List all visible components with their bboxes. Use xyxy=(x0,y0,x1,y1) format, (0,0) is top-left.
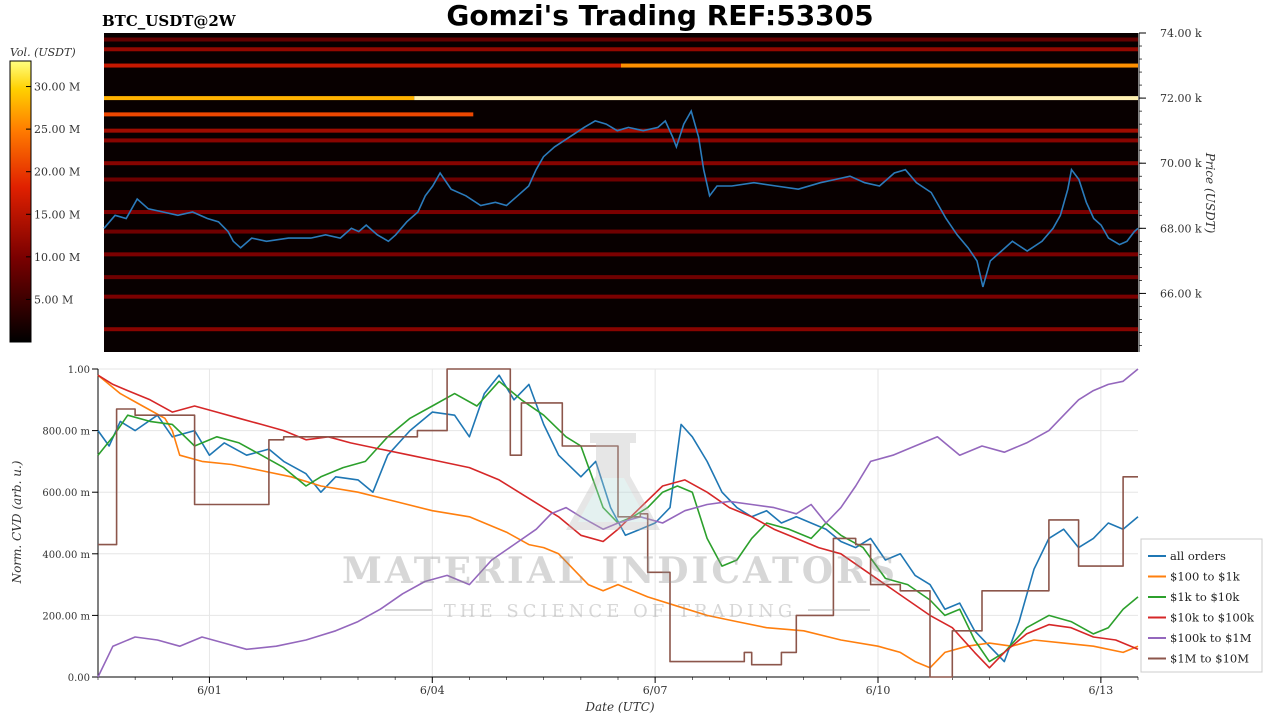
heatmap-panel xyxy=(103,33,1139,352)
heatmap-level-10 xyxy=(104,37,1138,42)
price-tick-label: 72.00 k xyxy=(1160,92,1202,105)
heatmap-level-11 xyxy=(104,210,1138,215)
heatmap-level-9 xyxy=(104,47,1138,52)
legend-label-2: $1k to $10k xyxy=(1170,590,1240,604)
heatmap-level-14 xyxy=(104,275,1138,280)
price-line xyxy=(103,109,1139,288)
legend: all orders $100 to $1k $1k to $10k $10k to … xyxy=(1140,538,1263,673)
page-title: Gomzi's Trading REF:53305 xyxy=(446,0,873,32)
legend-box xyxy=(1140,538,1263,673)
watermark-main: MATERIAL INDICATORS xyxy=(342,550,898,592)
heatmap-level-13 xyxy=(104,252,1138,257)
legend-label-0: all orders xyxy=(1170,549,1226,563)
price-tick-label: 70.00 k xyxy=(1160,157,1202,170)
cvd-y-tick-label: 400.00 m xyxy=(42,550,90,561)
watermark-sub: THE SCIENCE OF TRADING xyxy=(444,601,797,622)
legend-label-4: $100k to $1M xyxy=(1170,631,1252,645)
colorbar-label: Vol. (USDT) xyxy=(10,46,76,59)
price-tick-label: 74.00 k xyxy=(1160,27,1202,40)
heatmap-level-12 xyxy=(104,229,1138,234)
watermark-flask-icon xyxy=(566,433,660,530)
heatmap-level-16 xyxy=(104,327,1138,332)
colorbar-tick-label: 10.00 M xyxy=(34,251,80,264)
cvd-x-tick-label: 6/13 xyxy=(1089,684,1114,697)
cvd-y-tick-label: 600.00 m xyxy=(42,488,90,499)
price-axis: 74.00 k 72.00 k 70.00 k 68.00 k 66.00 k xyxy=(1138,27,1202,352)
heatmap-level-0 xyxy=(104,96,415,101)
cvd-series-4 xyxy=(97,368,1139,678)
cvd-x-tick-label: 6/04 xyxy=(420,684,445,697)
legend-label-1: $100 to $1k xyxy=(1170,570,1241,584)
symbol-label: BTC_USDT@2W xyxy=(102,12,237,30)
cvd-series-3 xyxy=(97,374,1139,669)
cvd-panel: 1.00 800.00 m 600.00 m 400.00 m 200.00 m 0.00… xyxy=(42,365,1139,697)
heatmap-level-7 xyxy=(104,161,1138,166)
heatmap-level-2 xyxy=(104,63,621,68)
cvd-x-tick-label: 6/10 xyxy=(866,684,891,697)
colorbar-ticks: 30.00 M 25.00 M 20.00 M 15.00 M 10.00 M 5.00 … xyxy=(26,81,80,306)
price-axis-label: Price (USDT) xyxy=(1203,152,1217,234)
heatmap-level-8 xyxy=(104,177,1138,182)
colorbar-tick-label: 15.00 M xyxy=(34,208,80,221)
cvd-x-tick-label: 6/07 xyxy=(643,684,668,697)
price-tick-label: 68.00 k xyxy=(1160,222,1202,235)
legend-label-3: $10k to $100k xyxy=(1170,611,1255,625)
cvd-x-axis-label: Date (UTC) xyxy=(584,700,654,714)
colorbar xyxy=(9,60,32,343)
heatmap-level-4 xyxy=(104,112,474,117)
cvd-y-axis-label: Norm. CVD (arb. u.) xyxy=(10,460,24,584)
colorbar-tick-label: 25.00 M xyxy=(34,123,80,136)
legend-label-5: $1M to $10M xyxy=(1170,652,1249,666)
cvd-y-tick-label: 800.00 m xyxy=(42,427,90,438)
cvd-series-2 xyxy=(97,380,1139,663)
watermark: MATERIAL INDICATORS THE SCIENCE OF TRADI… xyxy=(342,433,898,622)
colorbar-tick-label: 20.00 M xyxy=(34,166,80,179)
cvd-x-tick-label: 6/01 xyxy=(197,684,222,697)
cvd-series-1 xyxy=(97,374,1139,669)
cvd-y-tick-label: 1.00 xyxy=(68,365,90,376)
heatmap-level-15 xyxy=(104,294,1138,299)
cvd-y-tick-label: 200.00 m xyxy=(42,611,90,622)
cvd-y-tick-label: 0.00 xyxy=(68,673,90,684)
heatmap-level-6 xyxy=(104,138,1138,143)
heatmap-level-5 xyxy=(104,128,1138,133)
colorbar-tick-label: 5.00 M xyxy=(34,293,73,306)
cvd-series-5 xyxy=(98,368,1138,678)
colorbar-tick-label: 30.00 M xyxy=(34,81,80,94)
heatmap-level-3 xyxy=(621,63,1138,68)
heatmap-background xyxy=(104,33,1138,352)
price-tick-label: 66.00 k xyxy=(1160,287,1202,300)
heatmap-level-1 xyxy=(414,96,1138,101)
